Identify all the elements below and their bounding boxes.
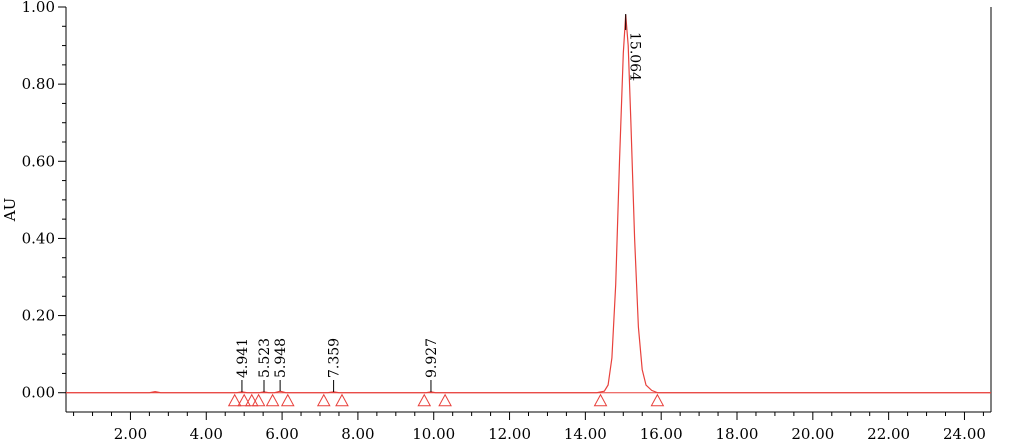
integration-marker xyxy=(244,393,259,407)
x-tick-label: 20.00 xyxy=(791,425,834,442)
x-tick-label: 12.00 xyxy=(488,425,531,442)
integration-marker xyxy=(237,393,252,407)
peak-label: 5.523 xyxy=(257,338,273,378)
y-tick-label: 0.20 xyxy=(22,307,55,325)
x-tick-label: 14.00 xyxy=(564,425,607,442)
x-axis: 2.00 4.00 6.00 8.00 10.00 12.00 14.00 16.00 18.0… xyxy=(73,412,986,442)
x-tick-label: 4.00 xyxy=(190,425,223,442)
y-axis-label: AU xyxy=(1,198,19,222)
integration-marker xyxy=(335,393,349,407)
peak-label: 5.948 xyxy=(273,338,289,378)
x-tick-label: 16.00 xyxy=(640,425,683,442)
peak-label: 15.064 xyxy=(627,32,643,81)
plot-frame xyxy=(65,7,992,413)
integration-marker xyxy=(316,393,331,407)
y-tick-label: 0.40 xyxy=(22,229,55,247)
trace-layer xyxy=(66,14,991,394)
y-axis: 0.00 0.20 0.40 0.60 0.80 1.00 xyxy=(22,0,66,402)
x-tick-label: 8.00 xyxy=(341,425,374,442)
y-tick-label: 0.80 xyxy=(22,75,55,93)
integration-marker xyxy=(438,393,452,407)
peak-label: 9.927 xyxy=(424,338,440,378)
y-tick-label: 0.60 xyxy=(22,152,55,170)
y-tick-label: 1.00 xyxy=(22,0,55,16)
x-tick-label: 24.00 xyxy=(943,425,986,442)
peak-label: 4.941 xyxy=(235,338,251,378)
x-tick-label: 10.00 xyxy=(412,425,455,442)
peak-labels: 4.941 5.523 5.948 7.359 9.927 15.064 xyxy=(235,14,643,392)
integration-marker xyxy=(593,393,608,407)
chromatogram-trace xyxy=(66,14,991,394)
integration-marker xyxy=(227,393,242,407)
x-tick-label: 18.00 xyxy=(716,425,759,442)
integration-marker xyxy=(280,393,295,407)
peak-label: 7.359 xyxy=(327,338,343,378)
x-tick-label: 2.00 xyxy=(114,425,147,442)
integration-marker xyxy=(251,393,266,407)
x-tick-label: 6.00 xyxy=(265,425,298,442)
x-tick-label: 22.00 xyxy=(867,425,910,442)
y-tick-label: 0.00 xyxy=(22,384,55,402)
integration-markers xyxy=(227,393,665,407)
integration-marker xyxy=(265,393,280,407)
integration-marker xyxy=(650,393,665,407)
integration-marker xyxy=(417,393,432,407)
